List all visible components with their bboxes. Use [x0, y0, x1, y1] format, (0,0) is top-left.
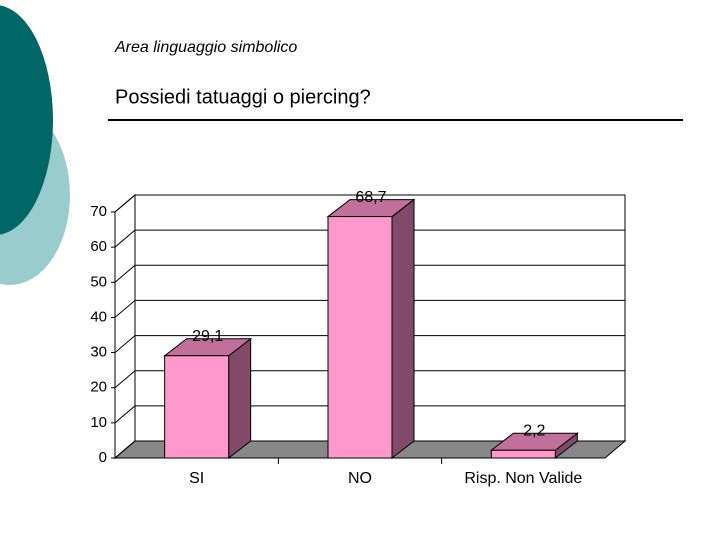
grid-line-side [114, 440, 136, 459]
bar-side [228, 337, 252, 460]
bar [164, 355, 230, 459]
value-label: 2,2 [523, 422, 545, 439]
y-tick-label: 50 [90, 273, 107, 290]
value-label: 29,1 [192, 328, 223, 345]
x-tick-label: SI [189, 470, 204, 487]
bar-side [391, 198, 415, 460]
bar [490, 449, 556, 459]
grid-line-side [114, 300, 136, 318]
grid-line-side [114, 405, 136, 424]
y-tick-label: 40 [90, 308, 107, 325]
slide-subtitle: Area linguaggio simbolico [114, 39, 297, 56]
x-tick-label: NO [348, 470, 372, 487]
side-wall [114, 193, 136, 460]
decor-circle-dark [0, 5, 53, 235]
slide-title: Possiedi tatuaggi o piercing? [115, 86, 371, 108]
y-tick-label: 20 [90, 379, 107, 396]
bar [327, 216, 393, 459]
x-tick-label: Risp. Non Valide [464, 470, 582, 487]
grid-line-side [114, 194, 136, 213]
value-label: 68,7 [355, 189, 386, 206]
y-tick-label: 60 [90, 238, 107, 255]
grid-line-side [114, 335, 136, 353]
y-tick-label: 10 [90, 414, 107, 431]
grid-line-side [114, 229, 136, 248]
grid-line-side [114, 370, 136, 389]
y-tick-label: 70 [90, 203, 107, 220]
y-tick-label: 30 [90, 344, 107, 361]
grid-line-side [114, 264, 136, 283]
y-tick-label: 0 [99, 449, 107, 466]
